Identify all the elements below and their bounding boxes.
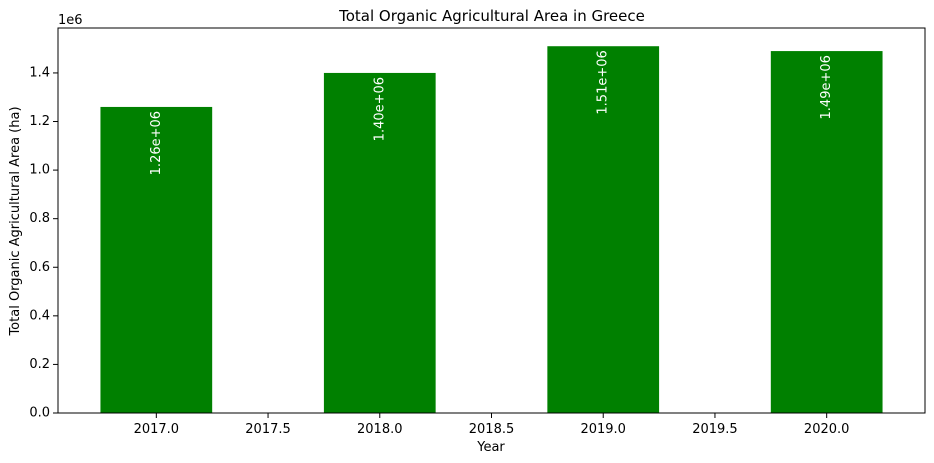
bar-2019	[547, 46, 660, 414]
y-tick-label: 1.4	[29, 65, 50, 80]
x-axis-ticks: 2017.0 2017.5 2018.0 2018.5 2019.0 2019.5 2020…	[134, 413, 850, 437]
bars-group	[100, 46, 883, 414]
y-axis-ticks: 0.0 0.2 0.4 0.6 0.8 1.0 1.2 1.4	[29, 65, 58, 421]
bar-2017	[100, 106, 213, 414]
x-axis-title: Year	[476, 440, 505, 455]
x-tick-label: 2020.0	[804, 422, 850, 437]
y-tick-label: 0.2	[29, 357, 50, 372]
x-tick-label: 2017.5	[245, 422, 291, 437]
x-tick-label: 2018.5	[469, 422, 515, 437]
bar-2018	[323, 72, 436, 414]
y-tick-label: 0.4	[29, 308, 50, 323]
y-tick-label: 1.0	[29, 163, 50, 178]
bar-value-label-2018: 1.40e+06	[372, 77, 387, 141]
y-axis-title: Total Organic Agricultural Area (ha)	[8, 106, 23, 336]
bar-labels-group: 1.26e+06 1.40e+06 1.51e+06 1.49e+06	[149, 50, 834, 175]
x-tick-label: 2017.0	[134, 422, 180, 437]
x-tick-label: 2019.5	[692, 422, 738, 437]
bar-2020	[770, 51, 883, 413]
y-tick-label: 0.0	[29, 406, 50, 421]
y-tick-label: 0.6	[29, 260, 50, 275]
bar-value-label-2019: 1.51e+06	[596, 50, 611, 114]
y-tick-label: 0.8	[29, 211, 50, 226]
plot-frame	[57, 27, 926, 414]
y-axis-offset-label: 1e6	[58, 13, 83, 28]
chart-title: Total Organic Agricultural Area in Greec…	[338, 7, 645, 25]
bar-value-label-2017: 1.26e+06	[149, 111, 164, 175]
bar-value-label-2020: 1.49e+06	[819, 55, 834, 119]
y-tick-label: 1.2	[29, 114, 50, 129]
x-tick-label: 2018.0	[357, 422, 403, 437]
x-tick-label: 2019.0	[580, 422, 626, 437]
